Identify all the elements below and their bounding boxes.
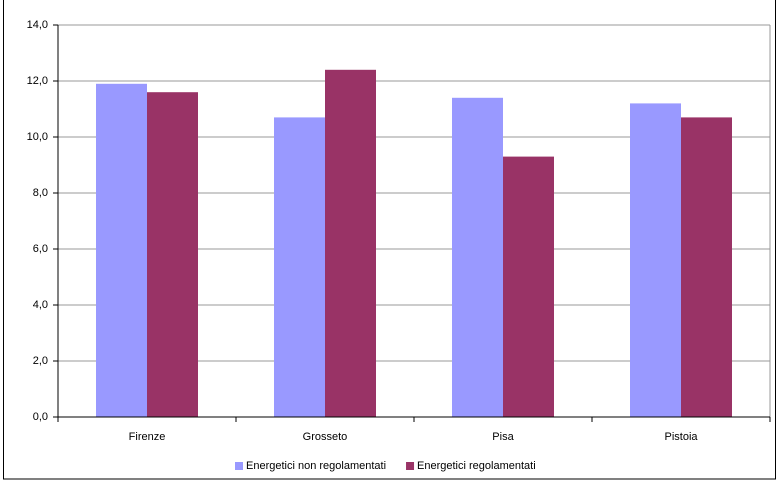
y-tick-label: 6,0 <box>33 243 48 255</box>
bar <box>274 117 325 418</box>
y-tick-label: 2,0 <box>33 355 48 367</box>
y-tick-label: 10,0 <box>27 131 48 143</box>
bar <box>503 156 554 417</box>
y-tick-label: 8,0 <box>33 187 48 199</box>
legend-swatch <box>406 462 415 470</box>
bar <box>452 97 503 418</box>
bar <box>630 103 681 418</box>
legend-label: Energetici regolamentati <box>417 460 536 472</box>
x-tick-label: Pisa <box>492 431 514 443</box>
y-tick-label: 4,0 <box>33 299 48 311</box>
bar <box>96 83 147 418</box>
bar <box>147 92 198 417</box>
y-tick-label: 0,0 <box>33 411 48 423</box>
legend-label: Energetici non regolamentati <box>246 460 386 472</box>
bar <box>325 69 376 418</box>
bar <box>681 117 732 418</box>
y-tick-label: 12,0 <box>27 75 48 87</box>
x-tick-label: Pistoia <box>664 431 698 443</box>
y-tick-label: 14,0 <box>27 19 48 31</box>
x-tick-label: Grosseto <box>303 431 348 443</box>
x-tick-label: Firenze <box>129 431 166 443</box>
legend-swatch <box>235 462 243 470</box>
